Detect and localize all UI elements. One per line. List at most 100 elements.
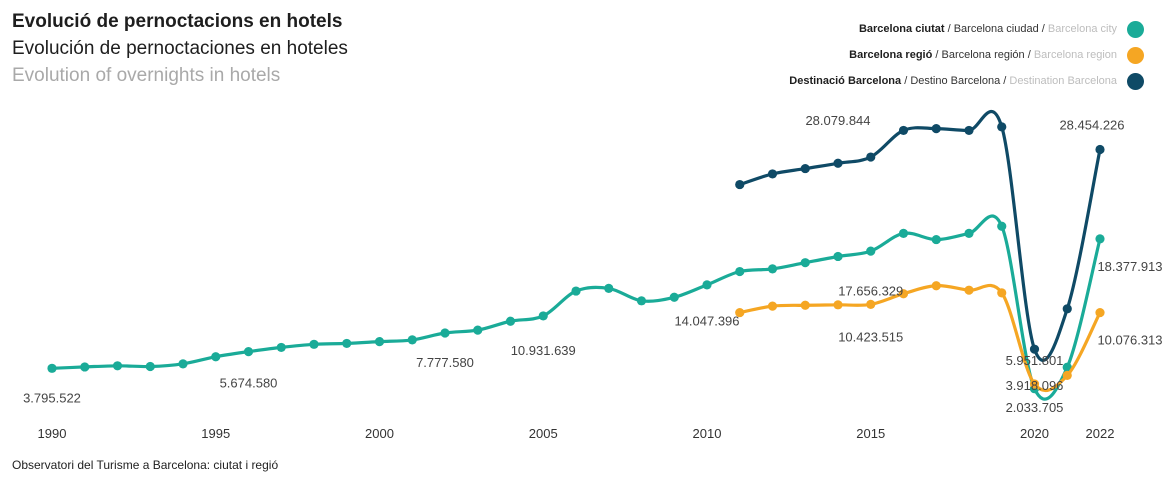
data-point-0-2016	[898, 228, 909, 238]
data-point-1-2015	[866, 299, 876, 309]
legend-label-es: Destino Barcelona	[910, 75, 1001, 87]
data-point-1-2016	[898, 289, 909, 299]
chart-title-spanish: Evolución de pernoctaciones en hoteles	[12, 38, 348, 59]
data-point-0-2011	[735, 266, 745, 277]
data-point-0-2017	[931, 234, 941, 245]
data-point-2-2022	[1095, 144, 1105, 155]
data-point-1-2017	[931, 281, 941, 291]
data-point-0-1993	[145, 361, 155, 372]
legend-label-ca: Barcelona regió	[849, 49, 933, 61]
data-point-0-1997	[276, 342, 286, 353]
data-point-1-2021	[1062, 370, 1072, 380]
legend-label-ca: Destinació Barcelona	[789, 75, 902, 87]
chart-titles: Evolució de pernoctacions en hotels Evol…	[12, 8, 348, 89]
x-tick-label: 2000	[365, 426, 394, 441]
series-line-0	[50, 214, 1102, 401]
data-point-0-1992	[112, 361, 123, 371]
legend-separator: /	[1024, 49, 1034, 61]
data-point-1-2020	[1029, 379, 1040, 389]
data-point-1-2014	[833, 300, 843, 310]
data-point-0-2010	[702, 280, 712, 290]
data-point-0-1990	[47, 363, 57, 373]
legend-item-destination-barcelona[interactable]: Destinació Barcelona / Destino Barcelona…	[789, 68, 1144, 94]
data-point-1-2022	[1095, 307, 1105, 318]
data-point-0-2009	[669, 292, 679, 302]
legend-label-en: Barcelona region	[1033, 49, 1117, 61]
data-point-0-2007	[604, 283, 614, 293]
series-line-1	[738, 283, 1102, 393]
data-point-0-1998	[309, 339, 319, 349]
data-point-0-1996	[243, 347, 254, 357]
legend-separator: /	[932, 49, 942, 61]
data-point-0-2006	[571, 286, 581, 296]
chart-title-english: Evolution of overnights in hotels	[12, 65, 281, 86]
data-point-2-2011	[735, 179, 745, 190]
data-label: 7.777.580	[416, 355, 474, 370]
data-point-0-2003	[473, 325, 483, 335]
legend-label-es: Barcelona ciudad	[953, 23, 1039, 35]
data-point-0-2018	[964, 228, 974, 238]
chart-legend: Barcelona ciutat / Barcelona ciudad / Ba…	[789, 16, 1144, 94]
data-label: 2.033.705	[1006, 400, 1064, 415]
data-point-0-2008	[636, 296, 647, 306]
data-point-1-2011	[735, 307, 745, 318]
data-label: 17.656.329	[838, 283, 903, 298]
data-point-0-2015	[866, 246, 876, 256]
data-point-0-2014	[833, 251, 843, 262]
data-label: 14.047.396	[674, 313, 739, 328]
data-point-0-1995	[211, 352, 221, 362]
data-point-0-2004	[505, 316, 516, 326]
x-tick-label: 1990	[38, 426, 67, 441]
data-point-2-2013	[800, 163, 810, 174]
data-point-2-2020	[1029, 344, 1040, 354]
legend-label-es: Barcelona región	[941, 49, 1025, 61]
legend-swatch-destination	[1127, 72, 1144, 90]
data-label: 28.454.226	[1059, 117, 1124, 132]
data-point-0-1994	[178, 359, 188, 369]
x-tick-label: 2010	[693, 426, 722, 441]
data-point-2-2014	[833, 158, 843, 168]
data-point-2-2019	[997, 122, 1007, 132]
legend-item-barcelona-city[interactable]: Barcelona ciutat / Barcelona ciudad / Ba…	[789, 16, 1144, 42]
data-point-2-2021	[1062, 304, 1072, 314]
legend-item-barcelona-region[interactable]: Barcelona regió / Barcelona región / Bar…	[789, 42, 1144, 68]
data-point-1-2012	[767, 301, 778, 311]
data-point-2-2012	[767, 169, 778, 179]
legend-label-ca: Barcelona ciutat	[858, 23, 945, 35]
source-note: Observatori del Turisme a Barcelona: ciu…	[12, 458, 279, 472]
data-label: 28.079.844	[805, 113, 870, 128]
legend-separator: /	[944, 23, 954, 35]
data-point-0-2005	[538, 311, 548, 321]
data-point-0-2021	[1062, 362, 1072, 372]
data-point-2-2018	[964, 125, 974, 136]
legend-separator: /	[1038, 23, 1048, 35]
legend-separator: /	[1000, 75, 1010, 87]
data-point-0-2012	[767, 264, 778, 274]
data-point-2-2017	[931, 124, 941, 134]
data-point-1-2018	[964, 285, 974, 295]
data-label: 10.076.313	[1097, 333, 1162, 348]
data-label: 10.931.639	[511, 343, 576, 358]
data-label: 18.377.913	[1097, 259, 1162, 274]
data-point-1-2019	[997, 288, 1007, 298]
x-tick-label: 2020	[1020, 426, 1049, 441]
data-point-2-2016	[898, 125, 909, 136]
data-point-0-2022	[1095, 234, 1105, 244]
chart-title-catalan: Evolució de pernoctacions en hotels	[12, 11, 343, 32]
x-tick-label: 1995	[201, 426, 230, 441]
data-point-0-2000	[374, 337, 385, 347]
data-point-2-2015	[866, 152, 876, 162]
data-point-0-1991	[80, 362, 90, 372]
legend-swatch-region	[1127, 46, 1144, 64]
legend-separator: /	[901, 75, 911, 87]
data-label: 5.674.580	[220, 376, 278, 391]
data-point-0-2019	[997, 221, 1007, 231]
legend-swatch-city	[1127, 20, 1144, 38]
data-label: 3.795.522	[23, 390, 81, 405]
x-tick-label: 2015	[856, 426, 885, 441]
data-point-0-2002	[440, 328, 450, 338]
data-point-0-2001	[407, 335, 417, 345]
data-point-0-2013	[800, 258, 810, 268]
x-tick-label: 2022	[1086, 426, 1115, 441]
